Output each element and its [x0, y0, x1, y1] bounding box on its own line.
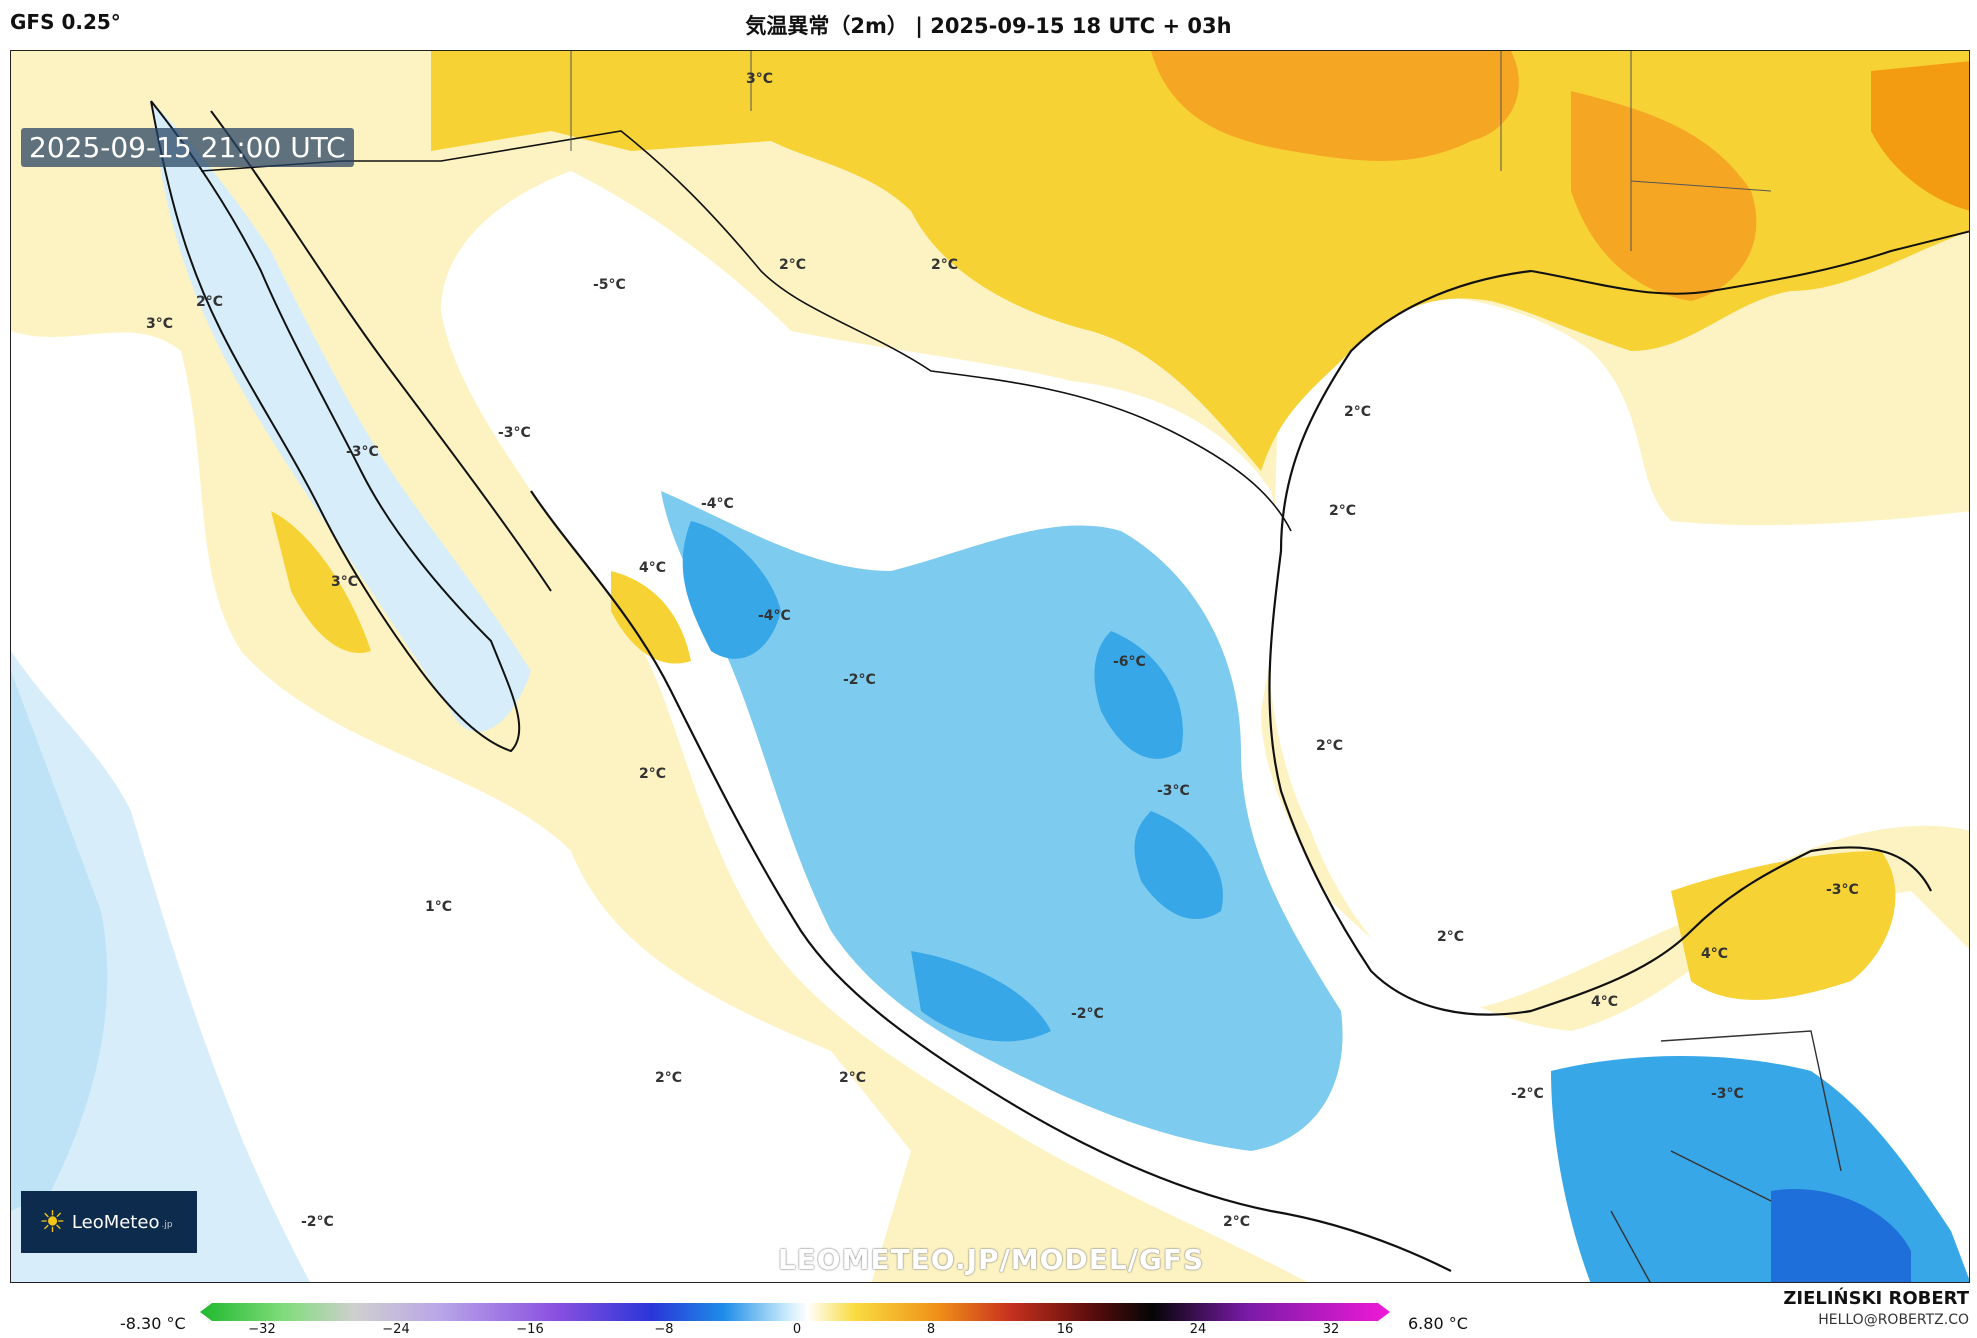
- isotherm-label: -2°C: [1511, 1086, 1544, 1102]
- isotherm-label: -3°C: [1157, 783, 1190, 799]
- baja-warm-tip: [271, 511, 371, 653]
- us-hot-area-1: [1151, 51, 1519, 161]
- us-mexico-border: [200, 130, 1292, 532]
- mexico-colder-area-1: [682, 521, 781, 659]
- isotherm-label: -2°C: [301, 1214, 334, 1230]
- colorbar-tick: 24: [1189, 1322, 1207, 1337]
- isotherm-label: 3°C: [146, 316, 174, 332]
- isotherm-label: 3°C: [331, 574, 359, 590]
- mexico-pacific-coastline: [530, 490, 1452, 1272]
- header: GFS 0.25° 気温異常（2m） | 2025-09-15 18 UTC +…: [0, 0, 1977, 50]
- isotherm-label: 2°C: [779, 257, 807, 273]
- sun-icon: ☀: [39, 1204, 66, 1240]
- isotherm-label: 2°C: [1223, 1214, 1251, 1230]
- mexico-colder-area-2: [1094, 631, 1183, 759]
- isotherm-label: 2°C: [1316, 738, 1344, 754]
- mexico-colder-area-3: [1134, 811, 1223, 920]
- colorbar-tick: 16: [1056, 1322, 1074, 1337]
- colorbar: [200, 1303, 1390, 1321]
- pacific-cold-patch: [11, 671, 108, 1211]
- logo-text: LeoMeteo: [71, 1211, 160, 1233]
- isotherm-label: -2°C: [843, 672, 876, 688]
- isotherm-label: -3°C: [1711, 1086, 1744, 1102]
- baja-peninsula: [151, 101, 531, 732]
- isotherm-label: 1°C: [425, 899, 453, 915]
- author-email[interactable]: HELLO@ROBERTZ.CO: [1818, 1312, 1969, 1328]
- pacific-neutral-area: [11, 331, 911, 1282]
- us-hot-area-3: [1871, 61, 1969, 211]
- colorbar-tick: −32: [248, 1322, 276, 1337]
- pacific-cold-area: [11, 651, 310, 1282]
- central-america-borders: [1610, 1030, 1842, 1282]
- isotherm-label: 2°C: [1344, 404, 1372, 420]
- isotherm-label: -4°C: [758, 608, 791, 624]
- colorbar-tick: 32: [1322, 1322, 1340, 1337]
- watermark-link[interactable]: LEOMETEO.JP/MODEL/GFS: [777, 1243, 1205, 1276]
- gulf-coastline: [1268, 269, 1932, 1016]
- isotherm-label: 4°C: [1591, 994, 1619, 1010]
- colorbar-tick: 0: [792, 1322, 802, 1337]
- central-america-coldest: [1771, 1189, 1911, 1282]
- us-state-lines: [570, 51, 1772, 251]
- model-label: GFS 0.25°: [10, 10, 121, 34]
- isotherm-label: 2°C: [655, 1070, 683, 1086]
- page-title: 気温異常（2m） | 2025-09-15 18 UTC + 03h: [745, 14, 1232, 38]
- isotherm-label: -2°C: [1071, 1006, 1104, 1022]
- leometeo-logo[interactable]: ☀ LeoMeteo .jp: [21, 1191, 197, 1253]
- mexico-cold-core: [661, 491, 1343, 1151]
- yucatan-warm: [1671, 851, 1896, 1000]
- isotherm-label: -5°C: [593, 277, 626, 293]
- sonora-warm-coast: [611, 571, 691, 664]
- isotherm-label: 2°C: [931, 257, 959, 273]
- isotherm-label: -3°C: [498, 425, 531, 441]
- logo-suffix: .jp: [161, 1220, 173, 1230]
- isotherm-label: 2°C: [196, 294, 224, 310]
- isotherm-label: 4°C: [1701, 946, 1729, 962]
- colorbar-max-label: 6.80 °C: [1408, 1314, 1468, 1333]
- gulf-coast-us: [1530, 230, 1969, 295]
- map-panel: 2025-09-15 21:00 UTC 3°C 2°C 2°C -5°C 2°…: [10, 50, 1970, 1283]
- isotherm-label: 4°C: [639, 560, 667, 576]
- us-hot-area-2: [1571, 91, 1757, 301]
- isotherm-label: 3°C: [746, 71, 774, 87]
- colorbar-min-label: -8.30 °C: [120, 1314, 186, 1333]
- isotherm-label: 2°C: [1329, 503, 1357, 519]
- gulf-neutral-area: [1267, 294, 1969, 1011]
- isotherm-label: 2°C: [639, 766, 667, 782]
- isotherm-label: -3°C: [346, 444, 379, 460]
- valid-time-badge: 2025-09-15 21:00 UTC: [21, 128, 354, 167]
- isotherm-label: -6°C: [1113, 654, 1146, 670]
- anomaly-map: [11, 51, 1969, 1282]
- isotherm-label: 2°C: [839, 1070, 867, 1086]
- gulf-of-california-coastline: [210, 110, 552, 592]
- isotherm-label: -4°C: [701, 496, 734, 512]
- isotherm-label: -3°C: [1826, 882, 1859, 898]
- isotherm-label: 2°C: [1437, 929, 1465, 945]
- colorbar-tick: 8: [926, 1322, 936, 1337]
- author-name: ZIELIŃSKI ROBERT: [1783, 1288, 1969, 1309]
- mexico-colder-area-4: [911, 951, 1051, 1042]
- colorbar-tick: −8: [654, 1322, 674, 1337]
- colorbar-tick: −16: [516, 1322, 544, 1337]
- baja-coastline: [150, 100, 521, 753]
- colorbar-tick: −24: [382, 1322, 410, 1337]
